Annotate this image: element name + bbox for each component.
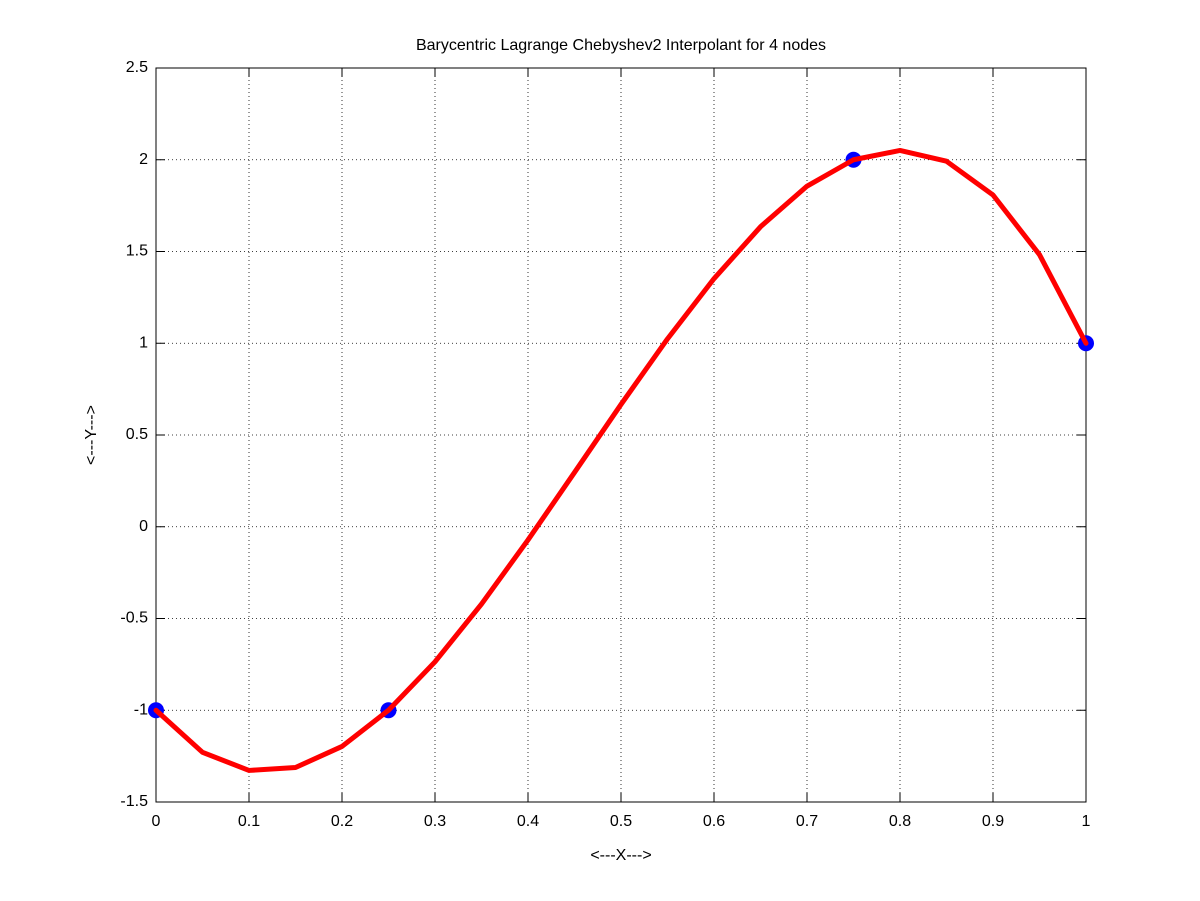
x-tick-label: 1 xyxy=(1082,813,1091,830)
x-tick-label: 0.4 xyxy=(517,813,539,830)
x-tick-label: 0.9 xyxy=(982,813,1004,830)
x-tick-label: 0.7 xyxy=(796,813,818,830)
x-tick-label: 0.2 xyxy=(331,813,353,830)
y-tick-label: 2 xyxy=(139,151,148,168)
x-tick-label: 0.5 xyxy=(610,813,632,830)
y-tick-label: 1.5 xyxy=(126,243,148,260)
y-tick-label: 0 xyxy=(139,518,148,535)
y-tick-label: 2.5 xyxy=(126,59,148,76)
x-tick-label: 0 xyxy=(152,813,161,830)
x-tick-label: 0.1 xyxy=(238,813,260,830)
y-tick-label: 0.5 xyxy=(126,426,148,443)
y-tick-label: -1.5 xyxy=(120,793,148,810)
y-axis-label: <---Y---> xyxy=(83,405,100,465)
y-tick-label: -1 xyxy=(134,701,148,718)
x-tick-label: 0.8 xyxy=(889,813,911,830)
data-line xyxy=(153,147,1089,773)
x-axis-label: <---X---> xyxy=(590,847,651,864)
chart-title: Barycentric Lagrange Chebyshev2 Interpol… xyxy=(416,37,826,54)
x-tick-label: 0.6 xyxy=(703,813,725,830)
axes-box xyxy=(155,67,1087,803)
y-tick-label: -0.5 xyxy=(120,610,148,627)
y-tick-label: 1 xyxy=(139,334,148,351)
x-tick-label: 0.3 xyxy=(424,813,446,830)
